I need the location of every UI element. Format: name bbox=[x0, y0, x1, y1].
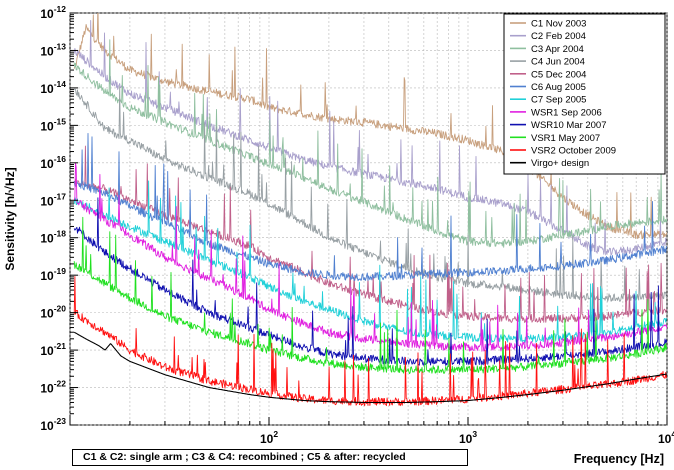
series-line-7 bbox=[73, 162, 667, 352]
legend-label: Virgo+ design bbox=[531, 158, 589, 169]
series-line-6 bbox=[73, 180, 667, 343]
series-line-11 bbox=[73, 331, 667, 404]
y-tick-label: 10-13 bbox=[40, 41, 66, 58]
legend-label: C6 Aug 2005 bbox=[531, 82, 586, 93]
legend-box bbox=[503, 13, 666, 175]
y-tick-label: 10-19 bbox=[40, 266, 66, 283]
y-tick-label: 10-23 bbox=[40, 416, 66, 433]
legend-label: C7 Sep 2005 bbox=[531, 95, 586, 106]
series-line-8 bbox=[73, 197, 667, 366]
series-line-1 bbox=[73, 20, 667, 256]
tick-labels: 10-12 10-13 10-14 10-15 10-16 10-17 10-18 10-19… bbox=[40, 4, 674, 446]
series-line-3 bbox=[73, 85, 667, 303]
y-tick-label: 10-21 bbox=[40, 341, 66, 358]
y-tick-label: 10-12 bbox=[40, 4, 66, 21]
y-tick-label: 10-14 bbox=[40, 79, 66, 96]
series-layer bbox=[73, 13, 667, 407]
legend-label: VSR2 October 2009 bbox=[531, 146, 616, 157]
y-tick-label: 10-22 bbox=[40, 379, 66, 396]
series-line-5 bbox=[73, 132, 667, 282]
legend-label: WSR10 Mar 2007 bbox=[531, 120, 607, 131]
y-tick-label: 10-16 bbox=[40, 154, 66, 171]
y-tick-label: 10-17 bbox=[40, 191, 66, 208]
legend-label: C5 Dec 2004 bbox=[531, 69, 586, 80]
legend-label: C3 Apr 2004 bbox=[531, 44, 584, 55]
axis-ticks bbox=[69, 12, 668, 426]
series-line-4 bbox=[73, 145, 667, 323]
legend-label: C2 Feb 2004 bbox=[531, 31, 586, 42]
legend-label: C1 Nov 2003 bbox=[531, 19, 586, 30]
y-tick-label: 10-15 bbox=[40, 116, 66, 133]
series-line-2 bbox=[73, 39, 667, 248]
x-tick-label: 104 bbox=[658, 429, 674, 446]
legend-label: VSR1 May 2007 bbox=[531, 133, 600, 144]
y-axis-title: Sensitivity [h/√Hz] bbox=[3, 167, 17, 270]
series-line-0 bbox=[73, 13, 667, 240]
x-tick-label: 103 bbox=[459, 429, 477, 446]
x-tick-label: 102 bbox=[260, 429, 278, 446]
y-tick-label: 10-18 bbox=[40, 229, 66, 246]
series-line-9 bbox=[73, 216, 667, 375]
legend-label: WSR1 Sep 2006 bbox=[531, 107, 602, 118]
x-axis-title: Frequency [Hz] bbox=[574, 452, 664, 466]
series-line-10 bbox=[73, 276, 667, 407]
configuration-caption: C1 & C2: single arm ; C3 & C4: recombine… bbox=[72, 449, 468, 466]
legend-label: C4 Jun 2004 bbox=[531, 57, 585, 68]
y-tick-label: 10-20 bbox=[40, 304, 66, 321]
